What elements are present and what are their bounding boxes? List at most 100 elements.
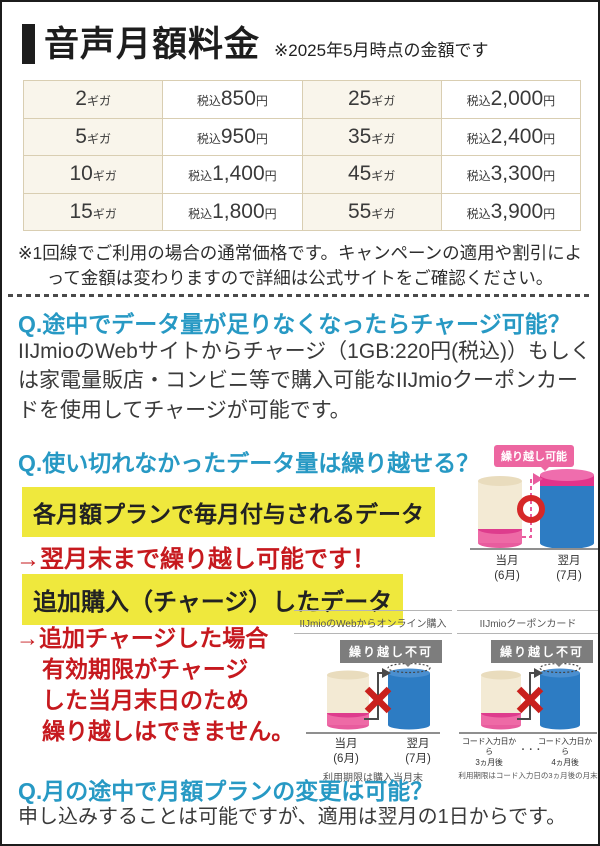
tax-label: 税込 <box>196 94 221 109</box>
month-label: コード入力日から 4ヵ月後 <box>538 737 592 767</box>
price-cell: 税込950円 <box>162 117 303 156</box>
diagram-header: IIJmioクーポンカード <box>457 610 598 634</box>
price-cell: 税込1,400円 <box>162 155 303 194</box>
month-label: 翌月 (7月) <box>556 555 582 582</box>
current-month-cylinder <box>478 476 522 548</box>
answer-plan-change: 申し込みすることは可能ですが、適用は翌月の1日からです。 <box>18 806 567 828</box>
tax-label: 税込 <box>466 94 491 109</box>
price-table-note: ※1回線でご利用の場合の通常価格です。キャンペーンの適用や割引によって金額は変わ… <box>17 243 583 289</box>
plan-value: 10 <box>69 162 93 186</box>
red-x-icon <box>364 686 392 714</box>
question-carryover: Q.使い切れなかったデータ量は繰り越せる？ <box>18 450 480 476</box>
month-labels: 当月 (6月) 翌月 (7月) <box>470 554 598 584</box>
question-charge: Q.途中でデータ量が足りなくなったらチャージ可能？ <box>18 311 571 337</box>
plan-value: 5 <box>75 124 87 148</box>
price-cell: 税込2,000円 <box>440 80 582 119</box>
yen-label: 円 <box>543 94 556 109</box>
dashed-divider <box>8 294 592 297</box>
price-table: 2ギガ 税込850円 25ギガ 税込2,000円 5ギガ 税込950円 35ギガ… <box>22 80 582 231</box>
note-line: 繰り越しはできません。 <box>42 718 295 744</box>
plan-cell: 55ギガ <box>301 192 442 231</box>
phantom-top-outline <box>387 663 431 674</box>
plan-cell: 10ギガ <box>22 155 164 194</box>
diagram-footer-note: 利用期限は購入当月末 <box>323 772 423 784</box>
yen-label: 円 <box>264 206 277 221</box>
yen-label: 円 <box>543 169 556 184</box>
title-note: ※2025年5月時点の金額です <box>274 41 489 60</box>
plan-value: 15 <box>69 199 93 223</box>
red-x-icon <box>516 686 544 714</box>
giga-label: ギガ <box>86 94 111 109</box>
month-label: 当月 (6月) <box>494 555 520 582</box>
next-month-cylinder <box>540 469 594 549</box>
yen-label: 円 <box>543 131 556 146</box>
yen-label: 円 <box>264 169 277 184</box>
title-marker-bar <box>22 24 35 64</box>
yen-label: 円 <box>255 94 268 109</box>
current-month-cylinder <box>327 670 369 730</box>
charge-no-carryover-note: →追加チャージした場合 有効期限がチャージ した当月末日のため 繰り越しはできま… <box>16 623 294 747</box>
tax-label: 税込 <box>188 206 213 221</box>
table-row: 5ギガ 税込950円 35ギガ 税込2,400円 <box>22 117 582 156</box>
giga-label: ギガ <box>92 169 117 184</box>
note-line: した当月末日のため <box>42 687 249 713</box>
price-cell: 税込3,300円 <box>440 155 582 194</box>
plan-cell: 2ギガ <box>22 80 164 119</box>
giga-label: ギガ <box>371 94 396 109</box>
next-month-cylinder <box>387 663 431 730</box>
arrow-head-icon <box>534 668 543 678</box>
table-row: 10ギガ 税込1,400円 45ギガ 税込3,300円 <box>22 155 582 194</box>
yen-label: 円 <box>255 131 268 146</box>
no-carryover-badge: 繰り越し不可 <box>491 640 594 667</box>
table-row: 15ギガ 税込1,800円 55ギガ 税込3,900円 <box>22 192 582 231</box>
plan-value: 2 <box>75 87 87 111</box>
carryover-ok-badge: 繰り越し可能 <box>494 445 574 471</box>
web-charge-graphic <box>306 663 440 734</box>
plan-cell: 25ギガ <box>301 80 442 119</box>
carryover-ok-graphic <box>470 469 598 550</box>
price-value: 2,400 <box>490 124 544 148</box>
arrow-head-icon <box>533 473 543 485</box>
price-cell: 税込2,400円 <box>440 117 582 156</box>
plan-value: 25 <box>347 87 372 111</box>
monthly-plan-data-box: 各月額プランで毎月付与されるデータ <box>22 487 435 537</box>
entry-month-cylinder <box>481 670 521 730</box>
carryover-ok-diagram: 繰り越し可能 当月 (6月) 翌月 (7月) <box>470 445 598 584</box>
table-row: 2ギガ 税込850円 25ギガ 税込2,000円 <box>22 80 582 119</box>
month-labels: コード入力日から 3ヵ月後 ・・・ コード入力日から 4ヵ月後 <box>457 737 598 768</box>
carryover-ok-note: →翌月末まで繰り越し可能です！ <box>16 546 376 573</box>
giga-label: ギガ <box>86 131 111 146</box>
month-label: 翌月 (7月) <box>405 738 431 765</box>
later-month-cylinder <box>539 663 581 730</box>
note-line: 有効期限がチャージ <box>42 656 249 682</box>
tax-label: 税込 <box>466 131 491 146</box>
price-value: 2,000 <box>490 87 544 111</box>
plan-value: 55 <box>347 199 372 223</box>
plan-cell: 45ギガ <box>301 155 442 194</box>
answer-charge: IIJmioのWebサイトからチャージ（1GB:220円(税込)）もしくは家電量… <box>18 340 592 422</box>
giga-label: ギガ <box>371 131 396 146</box>
diagram-header: IIJmioのWebからオンライン購入 <box>294 610 452 634</box>
price-value: 1,800 <box>212 199 265 223</box>
price-cell: 税込3,900円 <box>440 192 582 231</box>
carryover-arrow-connector <box>522 478 533 538</box>
price-value: 950 <box>220 124 256 148</box>
month-labels: 当月 (6月) 翌月 (7月) <box>294 737 452 767</box>
month-label: コード入力日から 3ヵ月後 <box>462 737 516 767</box>
charged-data-box: 追加購入（チャージ）したデータ <box>22 574 404 625</box>
coupon-card-diagram: IIJmioクーポンカード 繰り越し不可 <box>457 610 598 781</box>
month-label: 当月 (6月) <box>333 738 359 765</box>
price-cell: 税込850円 <box>162 80 303 119</box>
header: 音声月額料金 ※2025年5月時点の金額です <box>22 24 489 64</box>
plan-cell: 35ギガ <box>301 117 442 156</box>
note-line: →追加チャージした場合 <box>16 625 269 651</box>
arrow-head-icon <box>382 668 391 678</box>
tax-label: 税込 <box>466 169 491 184</box>
tax-label: 税込 <box>188 169 213 184</box>
phantom-top-outline <box>539 663 581 674</box>
tax-label: 税込 <box>466 206 491 221</box>
ellipsis-label: ・・・ <box>519 745 543 754</box>
question-plan-change: Q.月の途中で月額プランの変更は可能？ <box>18 778 434 804</box>
giga-label: ギガ <box>371 206 396 221</box>
